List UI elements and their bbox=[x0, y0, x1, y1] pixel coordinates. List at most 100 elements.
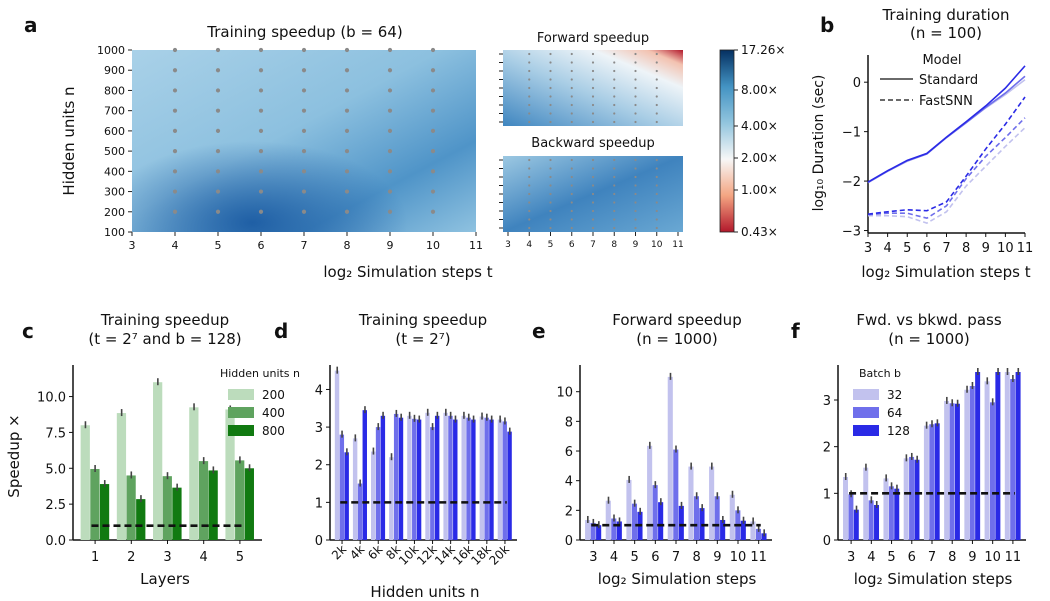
panel-f-xlabel: log₂ Simulation steps bbox=[854, 570, 1013, 588]
legend-f-title: Batch b bbox=[859, 367, 901, 380]
grid-dot bbox=[613, 209, 616, 213]
grid-dot bbox=[215, 47, 221, 53]
grid-dot bbox=[215, 68, 221, 73]
panel-a-title: Training speedup (b = 64) bbox=[206, 23, 402, 41]
x-tick-label: 4 bbox=[610, 550, 618, 565]
x-tick-label: 6 bbox=[569, 240, 575, 250]
y-tick-label: 500 bbox=[104, 145, 125, 158]
series-line-fastsnn bbox=[868, 127, 1026, 224]
heatmap-grid-dots bbox=[172, 47, 436, 214]
bar bbox=[398, 417, 404, 540]
y-tick-label: 2 bbox=[823, 441, 831, 456]
y-tick-label: −2 bbox=[842, 175, 861, 190]
grid-dot bbox=[344, 108, 350, 113]
bar bbox=[153, 382, 163, 540]
grid-dot bbox=[613, 112, 616, 115]
bar bbox=[334, 370, 340, 540]
grid-dot bbox=[258, 108, 264, 113]
bar bbox=[843, 477, 849, 540]
grid-dot bbox=[634, 120, 637, 124]
bar bbox=[162, 476, 172, 540]
panel-b-title-1: Training duration bbox=[881, 6, 1009, 24]
grid-dot bbox=[591, 95, 595, 98]
grid-dot bbox=[301, 47, 307, 53]
grid-dot bbox=[430, 128, 436, 133]
y-tick-label: 0 bbox=[853, 76, 861, 91]
grid-dot bbox=[613, 95, 616, 98]
bar bbox=[412, 418, 417, 540]
grid-dot bbox=[549, 175, 552, 179]
legend-c-title: Hidden units n bbox=[220, 367, 300, 380]
colorbar-tick-label: 1.00× bbox=[741, 183, 778, 197]
grid-dot bbox=[570, 209, 573, 213]
legend-label: 200 bbox=[262, 388, 285, 402]
panel-letter-f: f bbox=[791, 319, 800, 343]
grid-dot bbox=[655, 103, 658, 107]
grid-dot bbox=[570, 201, 573, 204]
bar bbox=[225, 409, 235, 540]
legend-swatch bbox=[228, 407, 254, 418]
grid-dot bbox=[528, 201, 531, 204]
x-tick-label: 5 bbox=[548, 240, 554, 250]
grid-dot bbox=[344, 128, 350, 133]
grid-dot bbox=[528, 61, 531, 64]
x-tick-label: 2 bbox=[127, 550, 135, 565]
grid-dot bbox=[591, 86, 595, 90]
grid-dot bbox=[258, 88, 264, 93]
grid-dot bbox=[172, 68, 178, 73]
x-tick-label: 4 bbox=[867, 550, 875, 565]
x-tick-label: 8 bbox=[948, 550, 956, 565]
panel-c-title-2: (t = 2⁷ and b = 128) bbox=[88, 330, 241, 348]
bar bbox=[984, 381, 990, 540]
y-tick-label: 400 bbox=[104, 165, 125, 178]
grid-dot bbox=[258, 47, 264, 53]
x-tick-label: 6 bbox=[651, 550, 659, 565]
x-tick-label: 3 bbox=[505, 240, 511, 250]
grid-dot bbox=[215, 88, 221, 93]
x-tick-label: 10 bbox=[730, 550, 747, 565]
legend-f: 32 64 128 bbox=[853, 388, 910, 438]
panel-a-ylabel: Hidden units n bbox=[60, 86, 78, 195]
bar bbox=[616, 521, 622, 540]
x-tick-label: 3 bbox=[847, 550, 855, 565]
bar bbox=[416, 419, 422, 540]
bar bbox=[975, 372, 981, 540]
grid-dot bbox=[591, 112, 595, 115]
grid-dot bbox=[344, 189, 350, 194]
bar bbox=[497, 419, 503, 540]
bar bbox=[389, 457, 394, 540]
grid-dot bbox=[591, 103, 595, 107]
grid-dot bbox=[549, 192, 552, 196]
grid-dot bbox=[528, 52, 531, 56]
y-tick-label: 0 bbox=[315, 534, 323, 549]
bar bbox=[371, 451, 376, 540]
grid-dot bbox=[430, 68, 436, 73]
x-tick-label: 4 bbox=[526, 240, 532, 250]
grid-dot bbox=[634, 209, 637, 213]
bar bbox=[466, 417, 471, 540]
heatmap-main-dark-region bbox=[132, 50, 476, 232]
grid-dot bbox=[655, 175, 658, 179]
legend-label: 32 bbox=[887, 388, 902, 402]
x-tick-label: 4 bbox=[883, 241, 891, 256]
grid-dot bbox=[634, 218, 637, 221]
grid-dot bbox=[613, 184, 616, 187]
grid-dot bbox=[570, 120, 573, 124]
grid-dot bbox=[430, 209, 436, 214]
bar bbox=[989, 402, 995, 540]
bar bbox=[626, 479, 632, 540]
bar bbox=[929, 424, 935, 540]
grid-dot bbox=[613, 175, 616, 179]
y-tick-label: 0 bbox=[565, 534, 573, 549]
y-tick-label: 10 bbox=[556, 386, 573, 401]
grid-dot bbox=[528, 175, 531, 179]
x-tick-label: 5 bbox=[903, 241, 911, 256]
bar bbox=[357, 483, 363, 540]
grid-dot bbox=[549, 120, 552, 124]
small-heatmaps-ticks: 3 4 5 6 7 8 9 10 11 bbox=[499, 52, 684, 250]
bar bbox=[969, 386, 975, 540]
grid-dot bbox=[172, 149, 178, 154]
